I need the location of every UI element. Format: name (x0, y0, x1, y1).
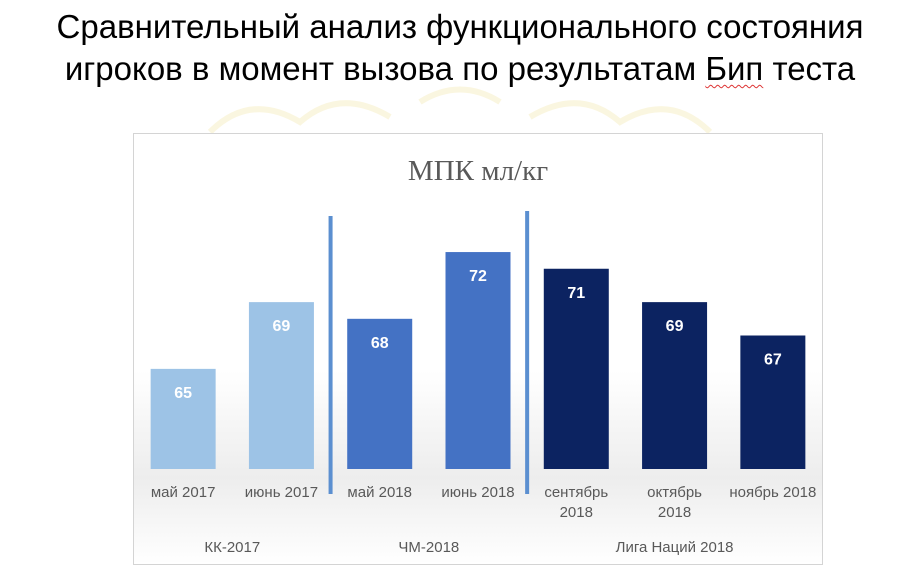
x-tick-label-5-line-2: 2018 (560, 504, 593, 521)
group-separator-2 (525, 211, 530, 494)
x-tick-label-3: май 2018 (347, 484, 412, 501)
bar-2 (248, 302, 314, 469)
data-label-2: 69 (273, 318, 291, 335)
slide-title-line-2-c: теста (763, 50, 856, 87)
x-tick-label-6-line-1: октябрь (647, 484, 702, 501)
group-label-1: КК-2017 (204, 539, 260, 556)
group-label-3: Лига Наций 2018 (616, 539, 734, 556)
bar-chart: МПК мл/кг 65 69 68 72 71 69 67 май 2017 июнь 20… (150, 155, 816, 556)
chart-frame: МПК мл/кг 65 69 68 72 71 69 67 май 2017 июнь 20… (133, 133, 823, 565)
data-label-1: 65 (174, 385, 192, 402)
slide-title-line-2-a: игроков в момент вызова по результатам (64, 50, 706, 87)
bar-4 (445, 252, 511, 469)
chart-title: МПК мл/кг (408, 155, 548, 187)
data-label-5: 71 (567, 285, 585, 302)
x-tick-label-7: ноябрь 2018 (729, 484, 816, 501)
data-label-6: 69 (666, 318, 684, 335)
x-tick-label-6-line-2: 2018 (658, 504, 691, 521)
x-tick-label-4: июнь 2018 (441, 484, 514, 501)
slide-title-line-1: Сравнительный анализ функционального сос… (56, 8, 864, 45)
slide-title-line-2-b: Бип (705, 50, 764, 87)
background-emblem-watermark (207, 86, 713, 135)
x-tick-label-5-line-1: сентябрь (544, 484, 608, 501)
group-label-2: ЧМ-2018 (398, 539, 459, 556)
slide-title-line-2: игроков в момент вызова по результатам Б… (0, 48, 920, 90)
x-tick-label-2: июнь 2017 (245, 484, 318, 501)
slide-title: Сравнительный анализ функционального сос… (0, 6, 920, 90)
data-label-7: 67 (764, 352, 782, 369)
bar-3 (347, 318, 413, 469)
bar-6 (642, 302, 708, 469)
bar-7 (740, 335, 806, 469)
bar-1 (150, 368, 216, 469)
data-label-4: 72 (469, 268, 487, 285)
bar-5 (543, 268, 609, 469)
x-tick-label-1: май 2017 (151, 484, 216, 501)
data-label-3: 68 (371, 335, 389, 352)
group-separator-1 (328, 216, 333, 494)
